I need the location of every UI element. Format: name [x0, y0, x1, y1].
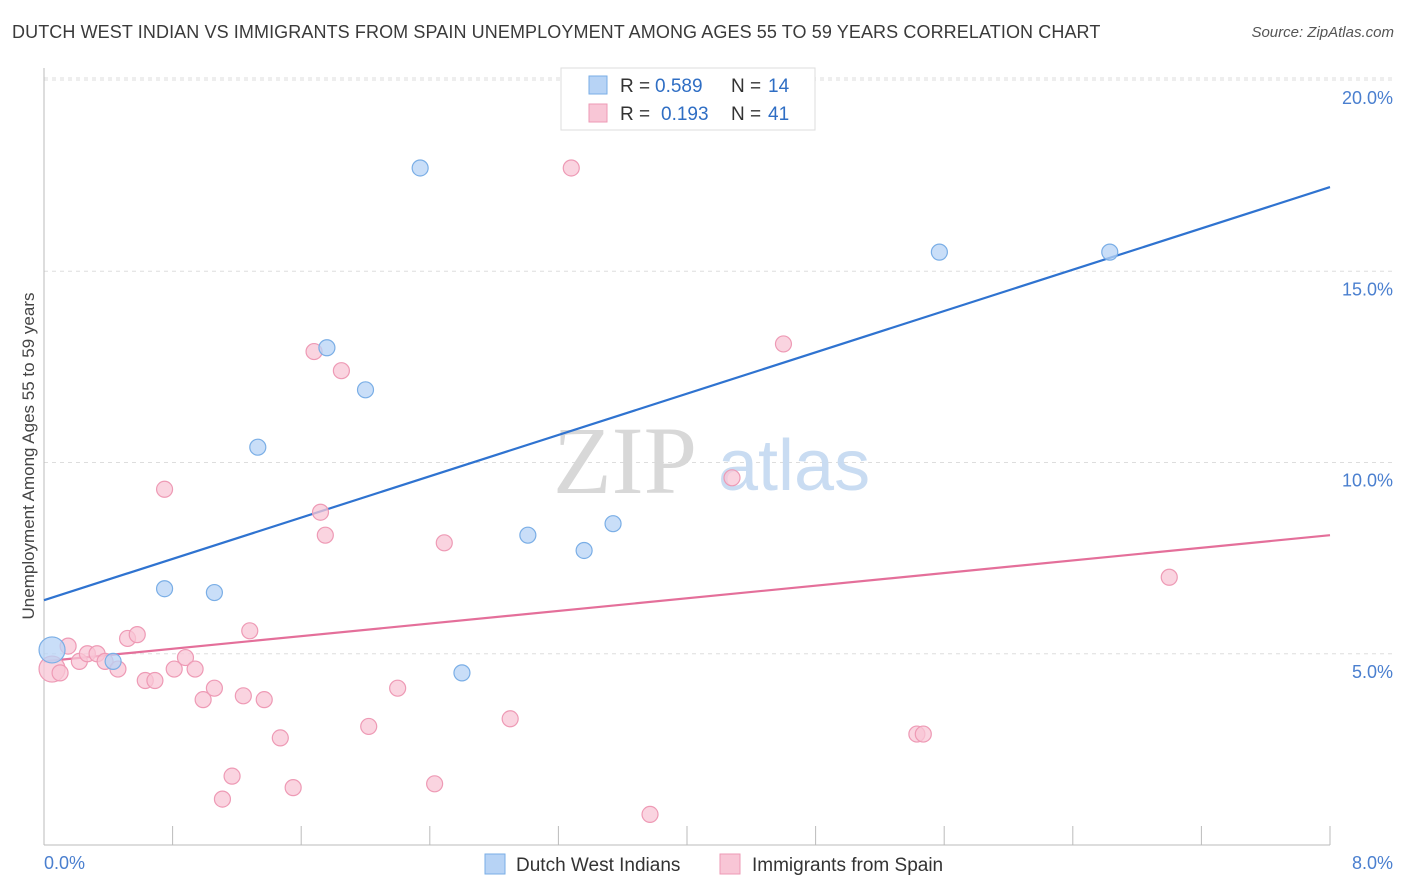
point-dutch-west-indians: [205, 583, 223, 602]
legend-swatch-blue: [588, 75, 608, 95]
watermark-atlas: atlas: [718, 426, 870, 506]
legend-n-value-1: 14: [768, 76, 790, 97]
point-immigrants-from-spain: [155, 480, 174, 498]
y-tick-label: 20.0%: [1342, 88, 1393, 108]
point-dutch-west-indians: [930, 243, 948, 261]
point-immigrants-from-spain: [234, 687, 252, 705]
point-immigrants-from-spain: [241, 622, 259, 640]
point-immigrants-from-spain: [165, 660, 183, 678]
point-immigrants-from-spain: [194, 691, 212, 709]
point-immigrants-from-spain: [562, 159, 580, 177]
point-dutch-west-indians: [604, 515, 622, 533]
trend-line-dutch-west-indians: [43, 186, 1331, 602]
legend-n-value-2: 41: [768, 104, 789, 125]
legend-r-label-1: R =: [620, 76, 650, 97]
point-dutch-west-indians: [249, 438, 267, 456]
series-legend-swatch-pink: [719, 853, 741, 875]
chart-title: DUTCH WEST INDIAN VS IMMIGRANTS FROM SPA…: [12, 22, 1101, 42]
trend-line-immigrants-from-spain: [43, 534, 1331, 663]
point-dutch-west-indians: [356, 381, 375, 399]
series-legend-label-pink: Immigrants from Spain: [752, 855, 943, 876]
point-immigrants-from-spain: [774, 335, 793, 353]
data-points: [38, 159, 1178, 824]
point-immigrants-from-spain: [426, 775, 444, 793]
series-legend-label-blue: Dutch West Indians: [516, 855, 680, 876]
point-immigrants-from-spain: [284, 779, 302, 797]
point-immigrants-from-spain: [255, 691, 273, 709]
point-immigrants-from-spain: [723, 469, 741, 487]
gridlines: [44, 77, 1393, 655]
point-dutch-west-indians: [155, 580, 174, 598]
point-immigrants-from-spain: [311, 503, 330, 521]
point-immigrants-from-spain: [205, 679, 223, 697]
x-tick-label-min: 0.0%: [44, 853, 85, 873]
legend-n-label-2: N =: [731, 104, 761, 125]
point-immigrants-from-spain: [435, 534, 453, 552]
watermark-zip: ZIP: [553, 407, 697, 514]
series-legend: Dutch West Indians Immigrants from Spain: [484, 853, 943, 876]
legend-swatch-pink: [588, 103, 608, 123]
y-axis-title: Unemployment Among Ages 55 to 59 years: [19, 293, 38, 620]
point-immigrants-from-spain: [213, 790, 232, 808]
point-dutch-west-indians: [411, 159, 429, 177]
source-label: Source: ZipAtlas.com: [1251, 24, 1394, 41]
x-axis-ticks: [43, 826, 1331, 845]
point-immigrants-from-spain: [146, 671, 164, 690]
point-immigrants-from-spain: [641, 805, 659, 824]
legend-r-value-2: 0.193: [661, 104, 709, 125]
point-immigrants-from-spain: [186, 660, 204, 678]
point-immigrants-from-spain: [128, 626, 146, 644]
series-legend-swatch-blue: [484, 853, 506, 875]
legend-r-label-2: R =: [620, 104, 650, 125]
point-dutch-west-indians: [318, 339, 336, 357]
y-axis-tick-labels: 5.0% 10.0% 15.0% 20.0%: [1342, 88, 1393, 682]
legend: R = 0.589 N = 14 R = 0.193 N = 41: [560, 67, 816, 131]
point-immigrants-from-spain: [914, 725, 932, 743]
point-immigrants-from-spain: [501, 710, 519, 728]
legend-n-label-1: N =: [731, 76, 761, 97]
point-immigrants-from-spain: [389, 679, 407, 697]
point-dutch-west-indians: [453, 664, 471, 682]
point-dutch-west-indians: [38, 636, 66, 664]
point-dutch-west-indians: [575, 541, 593, 560]
point-immigrants-from-spain: [1160, 568, 1178, 586]
point-immigrants-from-spain: [316, 526, 334, 544]
y-tick-label: 15.0%: [1342, 279, 1393, 299]
y-tick-label: 5.0%: [1352, 662, 1393, 682]
point-immigrants-from-spain: [360, 717, 378, 736]
point-dutch-west-indians: [104, 652, 122, 671]
point-immigrants-from-spain: [223, 767, 241, 785]
point-immigrants-from-spain: [51, 664, 69, 682]
point-immigrants-from-spain: [271, 729, 289, 747]
point-immigrants-from-spain: [176, 648, 195, 667]
point-dutch-west-indians: [519, 526, 537, 544]
point-dutch-west-indians: [1101, 243, 1119, 261]
y-tick-label: 10.0%: [1342, 471, 1393, 491]
legend-r-value-1: 0.589: [655, 76, 703, 97]
watermark: ZIP atlas: [553, 407, 870, 514]
point-immigrants-from-spain: [332, 362, 350, 380]
x-tick-label-max: 8.0%: [1352, 853, 1393, 873]
